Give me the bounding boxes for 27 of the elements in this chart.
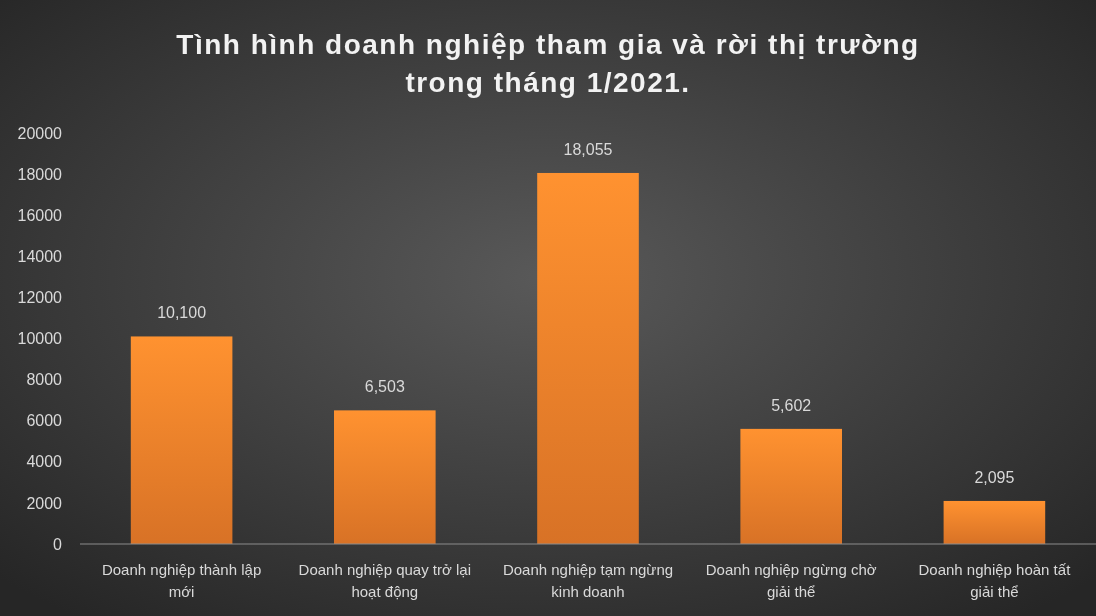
- y-tick-label: 4000: [26, 453, 63, 471]
- y-tick-label: 12000: [17, 289, 63, 306]
- y-tick-label: 14000: [17, 247, 63, 265]
- data-label: 6,503: [364, 378, 405, 396]
- data-label: 5,602: [771, 396, 812, 414]
- data-label: 2,095: [974, 468, 1015, 486]
- chart-title: Tình hình doanh nghiệp tham gia và rời thị trường trong tháng 1/2021.: [176, 29, 920, 98]
- x-tick-label: Doanh nghiệp ngừng chờ giải thể: [705, 561, 877, 600]
- data-label: 10,100: [157, 304, 207, 322]
- y-tick-label: 18000: [17, 165, 63, 183]
- y-tick-label: 8000: [26, 371, 63, 389]
- bar: [740, 428, 842, 544]
- x-tick-label: Doanh nghiệp hoàn tất giải thể: [918, 561, 1072, 600]
- data-label: 18,055: [563, 140, 613, 158]
- y-tick-label: 16000: [17, 206, 63, 224]
- bar: [943, 500, 1046, 544]
- x-tick-label: Doanh nghiệp thành lập mới: [101, 561, 262, 600]
- y-tick-label: 6000: [26, 412, 63, 430]
- x-tick-label: Doanh nghiệp tạm ngừng kinh doanh: [502, 561, 674, 600]
- bar: [130, 336, 233, 544]
- y-tick-label: 2000: [26, 494, 63, 512]
- x-tick-label: Doanh nghiệp quay trở lại hoạt động: [298, 561, 472, 600]
- bar: [334, 410, 436, 544]
- bar: [537, 172, 639, 544]
- y-tick-label: 0: [53, 535, 63, 553]
- y-tick-label: 10000: [17, 330, 63, 348]
- y-tick-label: 20000: [17, 124, 63, 142]
